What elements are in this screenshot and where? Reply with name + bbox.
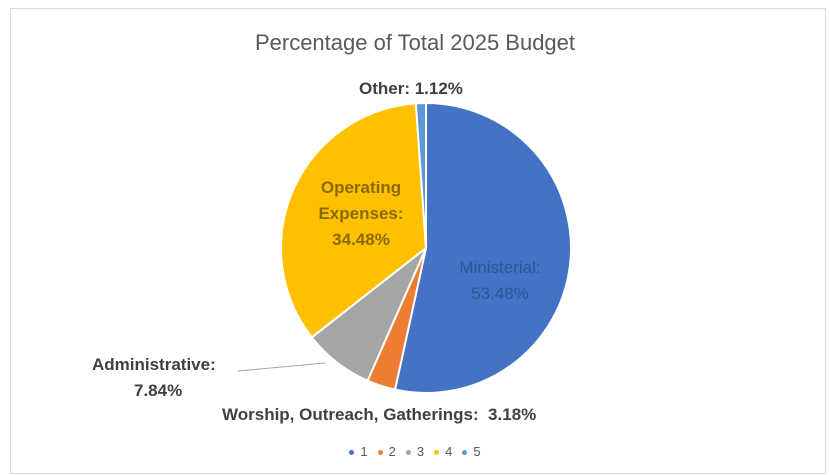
legend: 1 2 3 4 5 bbox=[0, 444, 830, 459]
legend-label: 1 bbox=[360, 444, 368, 459]
administrative-label: Administrative: 7.84% bbox=[92, 352, 242, 404]
other-label: Other: 1.12% bbox=[359, 79, 463, 98]
ministerial-label-value: 53.48% bbox=[471, 284, 529, 303]
legend-item-5: 5 bbox=[462, 444, 481, 459]
legend-item-1: 1 bbox=[349, 444, 368, 459]
legend-label: 4 bbox=[445, 444, 453, 459]
operating-label-line-3: 34.48% bbox=[332, 230, 390, 249]
legend-label: 5 bbox=[473, 444, 481, 459]
legend-item-3: 3 bbox=[405, 444, 425, 459]
operating-label-line-2: Expenses: bbox=[318, 204, 404, 223]
pie-slice-other bbox=[414, 101, 427, 249]
legend-swatch bbox=[377, 450, 383, 456]
pie-slice-ministerial bbox=[393, 101, 572, 394]
operating-label-line-1: Operating bbox=[320, 178, 402, 197]
chart-title: Percentage of Total 2025 Budget bbox=[254, 30, 576, 55]
administrative-label-value: 7.84% bbox=[134, 381, 183, 400]
legend-item-4: 4 bbox=[434, 444, 452, 459]
ministerial-label: Ministerial: 53.48% bbox=[440, 255, 560, 307]
legend-label: 3 bbox=[416, 444, 425, 459]
administrative-label-name: Administrative: bbox=[92, 355, 216, 374]
legend-swatch bbox=[462, 450, 468, 456]
ministerial-label-name: Ministerial: bbox=[459, 258, 541, 277]
pie-slice-operating-expenses bbox=[280, 102, 428, 339]
worship-outreach-label: Worship, Outreach, Gatherings: 3.18% bbox=[222, 405, 537, 424]
operating-expenses-label: Operating Expenses: 34.48% bbox=[300, 175, 422, 253]
legend-swatch bbox=[349, 450, 355, 456]
legend-swatch bbox=[434, 450, 440, 456]
administrative-leader-line bbox=[237, 362, 326, 372]
legend-swatch bbox=[405, 450, 411, 456]
legend-item-2: 2 bbox=[377, 444, 396, 459]
legend-label: 2 bbox=[388, 444, 396, 459]
